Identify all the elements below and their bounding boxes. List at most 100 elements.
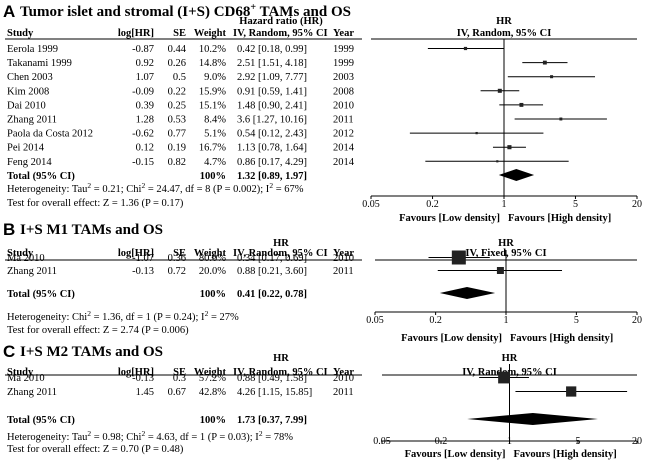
study-name: Ma 2010 bbox=[7, 373, 45, 384]
study-loghr: 1.07 bbox=[136, 72, 154, 83]
header-weight: Weight bbox=[194, 28, 227, 39]
study-point-marker bbox=[519, 102, 524, 107]
study-hr: 1.48 [0.90, 2.41] bbox=[237, 100, 307, 111]
header-year: Year bbox=[333, 248, 354, 259]
study-name: Paola da Costa 2012 bbox=[7, 129, 93, 140]
study-weight: 15.1% bbox=[199, 100, 226, 111]
favours-left-label: Favours [Low density] bbox=[405, 449, 506, 460]
study-point-marker bbox=[463, 46, 468, 51]
study-hr: 0.88 [0.21, 3.60] bbox=[237, 266, 307, 277]
panel-letter: B bbox=[3, 220, 15, 239]
study-name: Dai 2010 bbox=[7, 100, 46, 111]
heterogeneity-stat: Heterogeneity: Tau2 = 0.21; Chi2 = 24.47… bbox=[7, 181, 304, 195]
plot-header: HR bbox=[502, 353, 518, 364]
x-tick-label: 1 bbox=[504, 315, 509, 326]
study-name: Eerola 1999 bbox=[7, 44, 58, 55]
overall-effect-test: Test for overall effect: Z = 2.74 (P = 0… bbox=[7, 325, 189, 336]
study-se: 0.67 bbox=[168, 387, 186, 398]
study-hr: 2.51 [1.51, 4.18] bbox=[237, 58, 307, 69]
heterogeneity-stat: Heterogeneity: Chi2 = 1.36, df = 1 (P = … bbox=[7, 309, 239, 323]
header-year: Year bbox=[333, 28, 354, 39]
header-loghr: log[HR] bbox=[118, 367, 154, 378]
study-weight: 16.7% bbox=[199, 143, 226, 154]
total-hr: 1.73 [0.37, 7.99] bbox=[237, 415, 307, 426]
study-name: Pei 2014 bbox=[7, 143, 45, 154]
favours-left-label: Favours [Low density] bbox=[399, 213, 500, 224]
study-point-marker bbox=[475, 131, 478, 135]
header-hr-method: IV, Random, 95% CI bbox=[233, 28, 328, 39]
pooled-effect-diamond bbox=[498, 169, 535, 181]
study-loghr: -0.62 bbox=[132, 129, 154, 140]
study-loghr: 0.12 bbox=[136, 143, 154, 154]
study-hr: 3.6 [1.27, 10.16] bbox=[237, 115, 307, 126]
header-year: Year bbox=[333, 367, 354, 378]
study-loghr: 1.45 bbox=[136, 387, 154, 398]
x-tick-label: 5 bbox=[573, 199, 578, 210]
header-weight: Weight bbox=[194, 248, 227, 259]
favours-right-label: Favours [High density] bbox=[510, 333, 613, 344]
study-se: 0.53 bbox=[168, 115, 186, 126]
study-year: 2014 bbox=[333, 157, 355, 168]
header-hr: Hazard ratio (HR) bbox=[239, 16, 323, 27]
study-se: 0.3 bbox=[173, 373, 186, 384]
x-tick-label: 0.05 bbox=[373, 436, 391, 447]
study-loghr: -0.13 bbox=[132, 266, 154, 277]
study-year: 2011 bbox=[333, 266, 354, 277]
header-study: Study bbox=[7, 367, 34, 378]
pooled-effect-diamond bbox=[467, 413, 598, 425]
study-se: 0.77 bbox=[168, 129, 186, 140]
x-tick-label: 0.05 bbox=[362, 199, 380, 210]
favours-right-label: Favours [High density] bbox=[508, 213, 611, 224]
study-name: Takanami 1999 bbox=[7, 58, 72, 69]
panel-title: I+S M1 TAMs and OS bbox=[20, 222, 163, 238]
pooled-effect-diamond bbox=[439, 287, 496, 299]
study-weight: 14.8% bbox=[199, 58, 226, 69]
study-hr: 0.91 [0.59, 1.41] bbox=[237, 86, 307, 97]
study-name: Kim 2008 bbox=[7, 86, 49, 97]
study-name: Chen 2003 bbox=[7, 72, 53, 83]
study-se: 0.19 bbox=[168, 143, 186, 154]
study-loghr: 0.39 bbox=[136, 100, 154, 111]
x-tick-label: 20 bbox=[632, 199, 642, 210]
study-year: 1999 bbox=[333, 58, 354, 69]
total-label: Total (95% CI) bbox=[7, 289, 75, 300]
x-tick-label: 5 bbox=[574, 315, 579, 326]
x-tick-label: 0.05 bbox=[366, 315, 384, 326]
study-loghr: -0.87 bbox=[132, 44, 154, 55]
total-label: Total (95% CI) bbox=[7, 171, 75, 182]
study-point-marker bbox=[566, 386, 577, 397]
plot-header: HR bbox=[496, 16, 512, 27]
header-loghr: log[HR] bbox=[118, 28, 154, 39]
header-study: Study bbox=[7, 248, 34, 259]
study-se: 0.22 bbox=[168, 86, 186, 97]
x-tick-label: 5 bbox=[575, 436, 580, 447]
study-se: 0.72 bbox=[168, 266, 186, 277]
study-point-marker bbox=[451, 250, 466, 265]
study-point-marker bbox=[559, 117, 563, 121]
study-weight: 80.0% bbox=[199, 253, 226, 264]
study-point-marker bbox=[496, 267, 504, 274]
study-year: 2010 bbox=[333, 373, 354, 384]
study-hr: 0.86 [0.17, 4.29] bbox=[237, 157, 307, 168]
study-weight: 10.2% bbox=[199, 44, 226, 55]
study-point-marker bbox=[498, 371, 510, 384]
study-hr: 4.26 [1.15, 15.85] bbox=[237, 387, 312, 398]
study-name: Zhang 2011 bbox=[7, 115, 57, 126]
header-hr: HR bbox=[273, 238, 289, 249]
study-se: 0.25 bbox=[168, 100, 186, 111]
study-weight: 20.0% bbox=[199, 266, 226, 277]
study-weight: 5.1% bbox=[204, 129, 226, 140]
study-weight: 15.9% bbox=[199, 86, 226, 97]
study-hr: 1.13 [0.78, 1.64] bbox=[237, 143, 307, 154]
header-se: SE bbox=[173, 28, 186, 39]
study-se: 0.36 bbox=[168, 253, 186, 264]
study-loghr: -0.13 bbox=[132, 373, 154, 384]
study-year: 2012 bbox=[333, 129, 354, 140]
study-hr: 0.88 [0.49, 1.58] bbox=[237, 373, 307, 384]
study-point-marker bbox=[497, 88, 502, 93]
study-year: 1999 bbox=[333, 44, 354, 55]
total-hr: 1.32 [0.89, 1.97] bbox=[237, 171, 307, 182]
study-year: 2008 bbox=[333, 86, 354, 97]
study-se: 0.5 bbox=[173, 72, 186, 83]
